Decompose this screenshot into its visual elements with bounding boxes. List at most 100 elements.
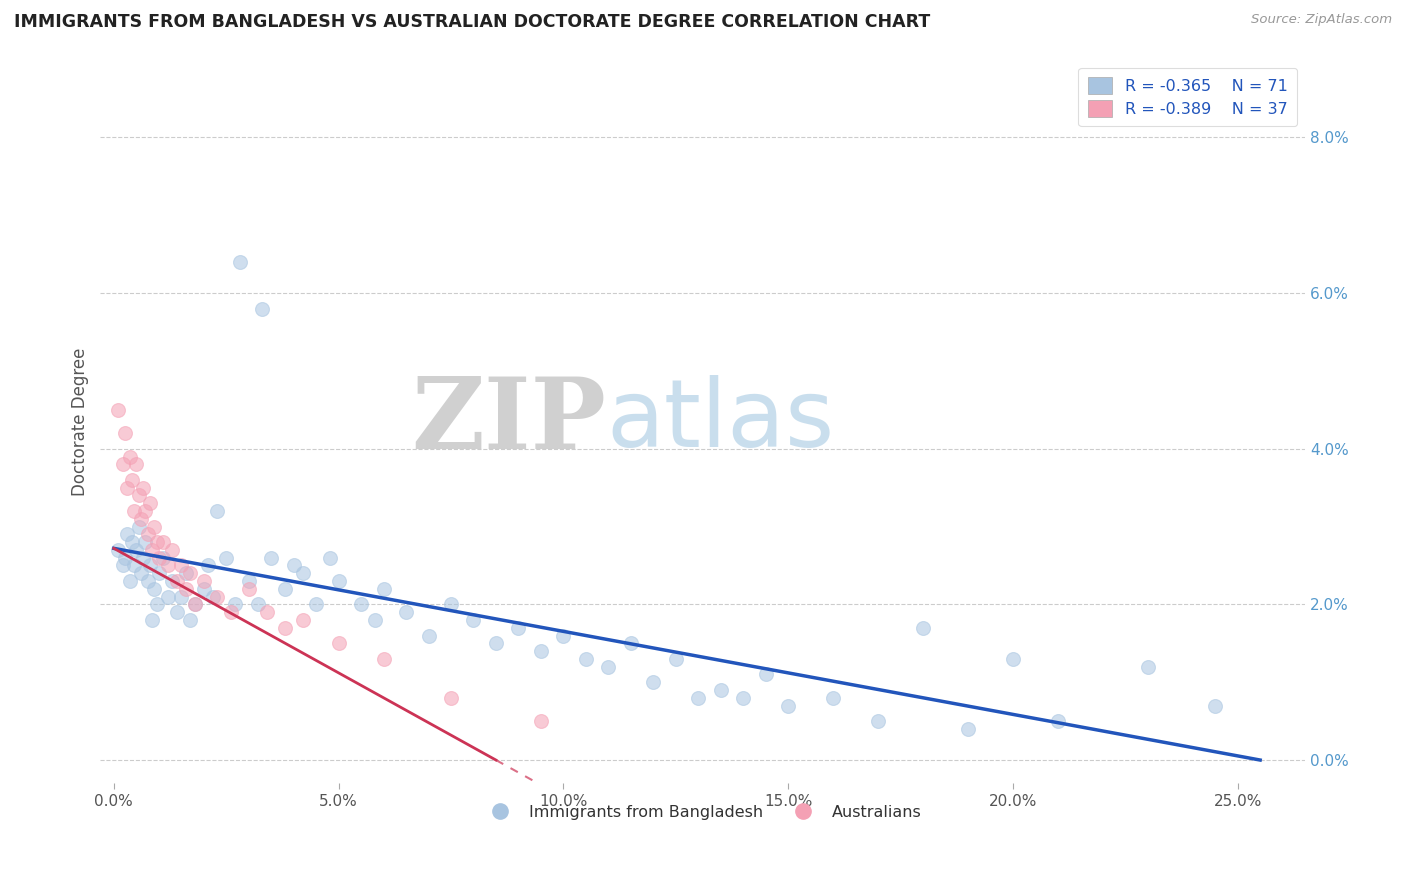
Point bbox=[184, 598, 207, 612]
Point bbox=[250, 301, 273, 316]
Text: Source: ZipAtlas.com: Source: ZipAtlas.com bbox=[1251, 13, 1392, 27]
Text: IMMIGRANTS FROM BANGLADESH VS AUSTRALIAN DOCTORATE DEGREE CORRELATION CHART: IMMIGRANTS FROM BANGLADESH VS AUSTRALIAN… bbox=[14, 13, 931, 31]
Point bbox=[598, 659, 620, 673]
Point bbox=[246, 598, 269, 612]
Point bbox=[373, 582, 395, 596]
Point bbox=[145, 535, 167, 549]
Point bbox=[260, 550, 283, 565]
Point bbox=[134, 504, 156, 518]
Point bbox=[122, 558, 145, 573]
Point bbox=[179, 613, 201, 627]
Point bbox=[224, 598, 246, 612]
Point bbox=[134, 535, 156, 549]
Point bbox=[162, 542, 184, 557]
Point bbox=[733, 690, 755, 705]
Point bbox=[778, 698, 800, 713]
Point bbox=[463, 613, 485, 627]
Point bbox=[139, 558, 162, 573]
Point bbox=[1001, 652, 1024, 666]
Point bbox=[132, 550, 155, 565]
Point bbox=[184, 598, 207, 612]
Point bbox=[318, 550, 340, 565]
Point bbox=[440, 690, 463, 705]
Point bbox=[114, 550, 136, 565]
Point bbox=[121, 473, 143, 487]
Legend: Immigrants from Bangladesh, Australians: Immigrants from Bangladesh, Australians bbox=[478, 798, 928, 826]
Text: atlas: atlas bbox=[606, 376, 835, 467]
Point bbox=[273, 621, 295, 635]
Point bbox=[823, 690, 845, 705]
Point bbox=[911, 621, 934, 635]
Point bbox=[122, 504, 145, 518]
Point bbox=[136, 527, 159, 541]
Point bbox=[148, 550, 170, 565]
Y-axis label: Doctorate Degree: Doctorate Degree bbox=[72, 347, 89, 496]
Point bbox=[193, 574, 215, 588]
Point bbox=[305, 598, 328, 612]
Point bbox=[107, 542, 129, 557]
Point bbox=[156, 558, 179, 573]
Point bbox=[197, 558, 219, 573]
Point bbox=[620, 636, 643, 650]
Point bbox=[207, 590, 229, 604]
Point bbox=[121, 535, 143, 549]
Point bbox=[283, 558, 305, 573]
Point bbox=[508, 621, 530, 635]
Point bbox=[363, 613, 385, 627]
Point bbox=[118, 574, 141, 588]
Point bbox=[152, 535, 174, 549]
Point bbox=[179, 566, 201, 581]
Point bbox=[219, 605, 242, 619]
Point bbox=[141, 613, 163, 627]
Point bbox=[485, 636, 508, 650]
Point bbox=[228, 255, 250, 269]
Point bbox=[162, 574, 184, 588]
Point bbox=[238, 582, 260, 596]
Point bbox=[1136, 659, 1159, 673]
Point bbox=[117, 481, 139, 495]
Point bbox=[156, 590, 179, 604]
Point bbox=[1046, 714, 1069, 728]
Point bbox=[201, 590, 224, 604]
Point bbox=[111, 458, 134, 472]
Point bbox=[141, 542, 163, 557]
Point bbox=[530, 714, 553, 728]
Point bbox=[1204, 698, 1226, 713]
Point bbox=[238, 574, 260, 588]
Point bbox=[688, 690, 710, 705]
Text: ZIP: ZIP bbox=[412, 373, 606, 470]
Point bbox=[166, 574, 188, 588]
Point bbox=[170, 590, 193, 604]
Point bbox=[643, 675, 665, 690]
Point bbox=[117, 527, 139, 541]
Point bbox=[129, 566, 152, 581]
Point bbox=[145, 598, 167, 612]
Point bbox=[143, 582, 166, 596]
Point bbox=[136, 574, 159, 588]
Point bbox=[530, 644, 553, 658]
Point bbox=[291, 566, 314, 581]
Point bbox=[273, 582, 295, 596]
Point bbox=[111, 558, 134, 573]
Point bbox=[440, 598, 463, 612]
Point bbox=[139, 496, 162, 510]
Point bbox=[395, 605, 418, 619]
Point bbox=[710, 683, 733, 698]
Point bbox=[755, 667, 778, 681]
Point bbox=[215, 550, 238, 565]
Point bbox=[114, 426, 136, 441]
Point bbox=[553, 628, 575, 642]
Point bbox=[107, 402, 129, 417]
Point bbox=[128, 488, 150, 502]
Point bbox=[170, 558, 193, 573]
Point bbox=[575, 652, 598, 666]
Point bbox=[956, 722, 979, 736]
Point bbox=[193, 582, 215, 596]
Point bbox=[166, 605, 188, 619]
Point bbox=[328, 574, 350, 588]
Point bbox=[128, 519, 150, 533]
Point bbox=[174, 566, 197, 581]
Point bbox=[328, 636, 350, 650]
Point bbox=[256, 605, 278, 619]
Point bbox=[143, 519, 166, 533]
